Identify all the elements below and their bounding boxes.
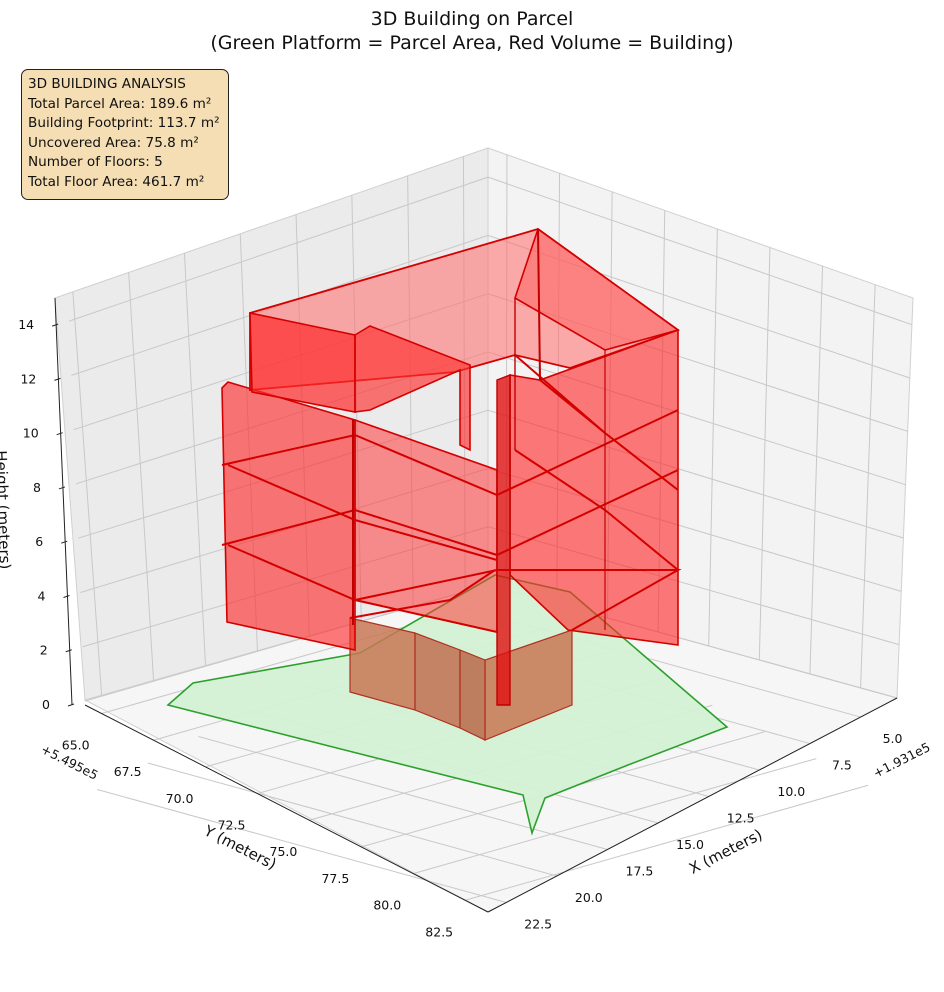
- z-tick-label: 12: [20, 371, 36, 386]
- x-grid-line: [198, 736, 608, 850]
- z-tick-mark: [54, 377, 61, 381]
- z-axis-label: Height (meters): [0, 450, 14, 570]
- y-tick-label: 75.0: [270, 844, 298, 859]
- x-tick-label: 7.5: [832, 758, 852, 773]
- info-heading: 3D BUILDING ANALYSIS: [28, 76, 186, 92]
- x-grid-line: [809, 266, 824, 674]
- x-grid-line: [708, 228, 718, 646]
- floor-line: [349, 569, 496, 619]
- axes-lines: [54, 297, 898, 913]
- x-tick-label: 12.5: [727, 811, 755, 826]
- x-grid-line: [97, 788, 507, 903]
- x-tick-label: 17.5: [626, 863, 654, 878]
- z-grid-line: [487, 176, 913, 326]
- x-grid-line: [758, 247, 771, 660]
- x-tick-label: 22.5: [524, 916, 552, 931]
- z-axis-line: [54, 297, 73, 706]
- z-tick-label: 8: [33, 480, 41, 495]
- z-tick-mark: [51, 323, 59, 327]
- info-line-footprint: Building Footprint: 113.7 m²: [28, 115, 220, 132]
- z-tick-mark: [63, 594, 70, 598]
- x-axis-line: [487, 697, 898, 913]
- analysis-info-box: 3D BUILDING ANALYSIS Total Parcel Area: …: [21, 69, 229, 200]
- y-grid-line: [128, 272, 155, 681]
- chart-title: 3D Building on Parcel: [371, 8, 574, 30]
- info-line-uncovered: Uncovered Area: 75.8 m²: [28, 134, 199, 151]
- z-tick-label: 0: [42, 697, 50, 712]
- building-center-column: [496, 373, 511, 706]
- floor-line: [227, 544, 498, 633]
- x-grid-line: [147, 762, 557, 877]
- z-tick-mark: [67, 703, 75, 707]
- z-tick-label: 4: [38, 588, 46, 603]
- x-axis-ticks: 5.0 7.5 10.0 12.5 15.0 17.5 20.0 22.5: [524, 731, 902, 931]
- y-tick-label: 80.0: [373, 898, 401, 913]
- floor-line: [227, 464, 498, 561]
- z-tick-label: 10: [23, 426, 39, 441]
- info-line-parcel-area: Total Parcel Area: 189.6 m²: [28, 95, 212, 112]
- z-tick-label: 14: [18, 317, 34, 332]
- z-tick-mark: [65, 649, 72, 653]
- y-grid-line: [72, 291, 103, 696]
- y-grid-line: [465, 784, 869, 901]
- z-tick-label: 2: [40, 643, 48, 658]
- z-tick-mark: [56, 432, 63, 436]
- y-grid-line: [183, 253, 206, 666]
- floor-line: [539, 379, 606, 434]
- info-line-floor-area: Total Floor Area: 461.7 m²: [28, 173, 205, 190]
- y-tick-label: 70.0: [166, 791, 194, 806]
- z-grid-line: [68, 176, 489, 322]
- y-tick-label: 77.5: [321, 871, 349, 886]
- building-volume: [221, 227, 682, 741]
- floor-line: [354, 569, 682, 631]
- y-tick-label: 82.5: [425, 924, 453, 939]
- floor-line: [221, 409, 679, 497]
- building-upper-step-face: [354, 325, 471, 452]
- info-line-floors: Number of Floors: 5: [28, 154, 163, 171]
- x-tick-label: 10.0: [777, 784, 805, 799]
- z-tick-mark: [61, 540, 68, 544]
- z-tick-label: 6: [35, 534, 43, 549]
- y-axis-ticks: 65.0 67.5 70.0 72.5 75.0 77.5 80.0 82.5: [62, 738, 453, 940]
- x-tick-label: 20.0: [575, 890, 603, 905]
- floor-line: [221, 469, 679, 557]
- chart-subtitle: (Green Platform = Parcel Area, Red Volum…: [210, 32, 733, 54]
- building-edge: [537, 228, 541, 381]
- z-tick-mark: [58, 486, 66, 490]
- x-tick-label: 15.0: [676, 837, 704, 852]
- y-axis-line: [84, 704, 489, 913]
- building-right-back-face: [514, 227, 680, 351]
- y-tick-label: 65.0: [62, 738, 90, 753]
- y-tick-label: 72.5: [218, 818, 246, 833]
- z-axis-ticks: 0 2 4 6 8 10 12 14: [18, 317, 75, 712]
- x-grid-line: [860, 284, 876, 688]
- x-tick-label: 5.0: [883, 731, 903, 746]
- y-tick-label: 67.5: [114, 764, 142, 779]
- building-base-inner: [459, 649, 486, 741]
